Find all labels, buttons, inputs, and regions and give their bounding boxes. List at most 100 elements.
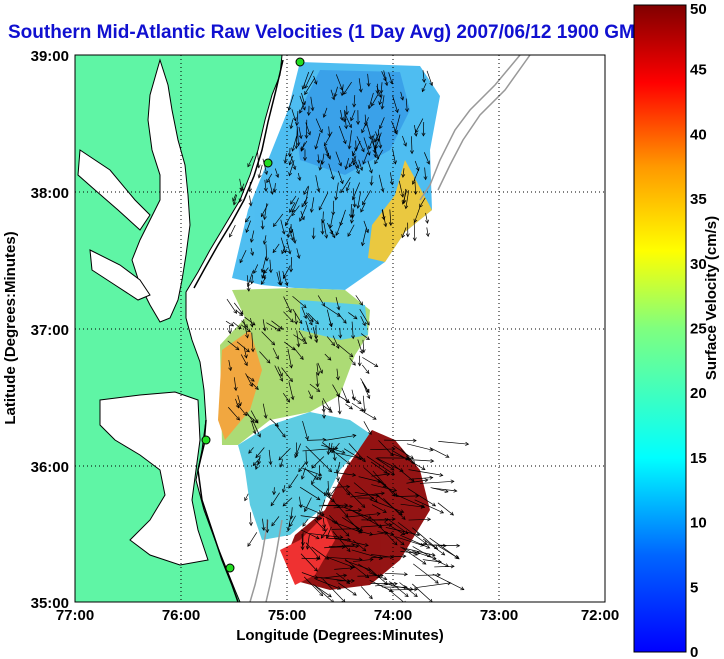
velocity-vector: [400, 534, 430, 549]
velocity-vector: [244, 493, 249, 501]
velocity-vector-head: [322, 113, 327, 118]
velocity-vector-head: [368, 169, 373, 174]
velocity-vector-head: [366, 82, 371, 87]
velocity-vector-head: [362, 201, 366, 206]
velocity-vector-head: [349, 566, 354, 571]
velocity-vector-head: [425, 219, 429, 224]
velocity-vector: [322, 517, 325, 528]
velocity-vector-head: [300, 546, 305, 551]
velocity-vector-head: [427, 517, 432, 522]
velocity-vector-head: [291, 212, 296, 217]
velocity-vector-head: [358, 508, 363, 513]
velocity-vector-head: [313, 80, 318, 85]
velocity-vector: [300, 142, 305, 152]
velocity-vector: [316, 512, 319, 520]
map-title: Southern Mid-Atlantic Raw Velocities (1 …: [8, 22, 647, 43]
velocity-vector: [348, 130, 352, 149]
map-frame: [74, 54, 606, 603]
y-axis-ticks: 39:00 38:00 37:00 36:00 35:00: [31, 48, 69, 612]
velocity-vector-head: [405, 233, 410, 238]
velocity-vector-head: [400, 541, 405, 546]
velocity-vector-head: [357, 455, 362, 460]
velocity-vector: [294, 443, 301, 458]
colorbar-tick-label: 10: [690, 515, 707, 532]
velocity-vector-head: [298, 134, 303, 140]
velocity-vector-head: [421, 88, 426, 93]
velocity-vector: [381, 71, 387, 81]
velocity-vector-head: [368, 145, 372, 150]
velocity-vector: [336, 461, 341, 474]
velocity-vector: [344, 558, 369, 579]
velocity-vector: [247, 155, 254, 167]
bathymetry-contour: [437, 55, 531, 191]
velocity-vector-head: [450, 564, 455, 569]
velocity-vector-head: [356, 204, 361, 209]
velocity-vector: [336, 452, 364, 460]
velocity-vector-head: [245, 334, 249, 339]
velocity-vector-head: [389, 555, 395, 560]
velocity-vector-head: [420, 542, 425, 547]
velocity-vector: [293, 334, 307, 344]
velocity-vector-head: [346, 548, 351, 553]
velocity-vector-head: [335, 376, 340, 381]
velocity-vector-head: [393, 541, 398, 546]
velocity-vector: [412, 168, 420, 185]
velocity-vector: [360, 410, 377, 420]
velocity-vector: [408, 518, 431, 521]
velocity-vector: [310, 96, 314, 111]
velocity-vector-head: [401, 515, 406, 520]
velocity-vector: [411, 136, 413, 154]
velocity-vector: [341, 84, 344, 96]
velocity-vector: [258, 454, 261, 465]
velocity-vector: [284, 153, 287, 164]
velocity-vector-head: [400, 96, 405, 101]
velocity-vector-head: [257, 460, 262, 465]
velocity-vector: [376, 85, 382, 98]
velocity-vector-head: [362, 322, 366, 327]
velocity-vector-head: [257, 433, 261, 438]
velocity-vector-head: [386, 472, 391, 477]
velocity-vector-head: [421, 132, 426, 137]
velocity-vector-head: [263, 414, 268, 419]
velocity-vector: [351, 402, 364, 412]
velocity-vector: [304, 70, 314, 89]
velocity-vector: [274, 183, 276, 192]
velocity-vector-head: [444, 489, 449, 494]
velocity-vector-head: [430, 458, 435, 463]
velocity-vector-head: [403, 142, 407, 147]
velocity-vector: [332, 335, 340, 349]
velocity-vector: [300, 515, 322, 519]
velocity-vector-head: [345, 532, 350, 537]
velocity-vector-head: [366, 394, 371, 400]
colorbar-tick-label: 40: [690, 126, 707, 143]
velocity-vector-head: [282, 502, 287, 507]
colorbar-tick-label: 45: [690, 62, 707, 79]
velocity-vector-head: [257, 174, 262, 179]
velocity-vector: [414, 160, 419, 171]
velocity-vector: [316, 363, 319, 376]
velocity-vector: [322, 400, 325, 412]
velocity-vector-head: [405, 108, 409, 113]
velocity-vector: [413, 221, 416, 241]
velocity-vector: [324, 305, 341, 317]
velocity-vector-head: [331, 342, 336, 347]
velocity-vector: [300, 529, 320, 539]
velocity-vector-head: [285, 222, 289, 227]
velocity-vector: [337, 472, 339, 481]
velocity-vector: [323, 221, 328, 239]
velocity-vector-head: [250, 377, 255, 382]
velocity-vector-head: [256, 164, 261, 169]
x-tick-label: 77:00: [56, 607, 94, 624]
velocity-vector-head: [250, 348, 255, 353]
velocity-vector-head: [272, 249, 277, 254]
velocity-vector-head: [400, 193, 405, 198]
velocity-vector-head: [303, 201, 308, 206]
velocity-vector-head: [326, 491, 331, 496]
velocity-vector: [315, 175, 320, 192]
velocity-vector-head: [350, 214, 355, 219]
velocity-vector: [394, 114, 401, 133]
velocity-vector-head: [370, 496, 375, 501]
velocity-vector-head: [286, 527, 291, 532]
velocity-vector: [374, 139, 377, 158]
velocity-vector: [414, 499, 444, 514]
